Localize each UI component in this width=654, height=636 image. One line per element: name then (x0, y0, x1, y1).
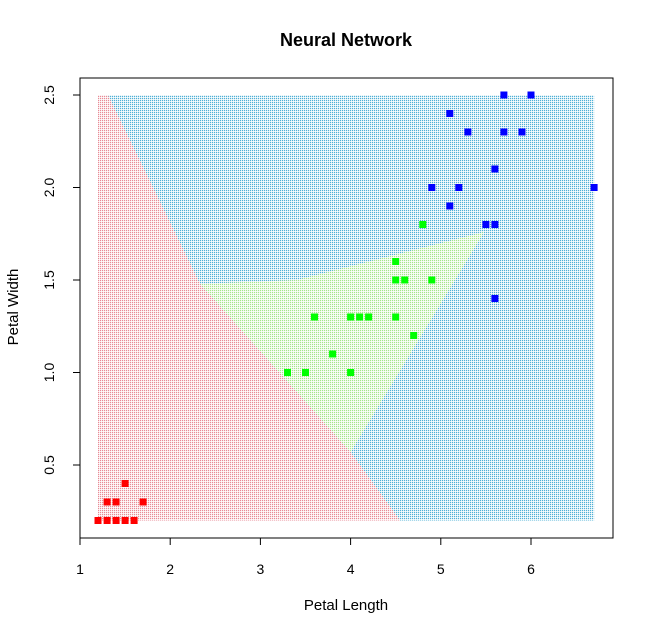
data-points (94, 91, 598, 524)
data-point-s1-11 (401, 276, 409, 284)
x-tick-label-3: 4 (347, 561, 355, 577)
data-point-s1-6 (356, 313, 364, 321)
y-tick-label-0: 0.5 (41, 455, 57, 475)
data-point-s2-3 (446, 202, 454, 210)
x-tick-label-0: 1 (76, 561, 84, 577)
x-tick-label-2: 3 (257, 561, 265, 577)
data-point-s1-7 (365, 313, 373, 321)
data-point-s1-8 (392, 313, 400, 321)
y-tick-label-3: 2.0 (41, 178, 57, 198)
data-point-s2-11 (446, 110, 454, 117)
y-tick-label-2: 1.5 (41, 270, 57, 290)
x-axis-label: Petal Length (304, 597, 388, 614)
data-point-s2-7 (491, 165, 499, 173)
y-axis: 0.5 1.0 1.5 2.0 2.5 (41, 85, 81, 475)
data-point-s1-3 (329, 350, 337, 358)
data-point-s1-0 (284, 369, 291, 376)
data-point-s1-4 (311, 313, 318, 321)
data-point-s2-4 (428, 184, 436, 191)
x-tick-label-5: 6 (527, 561, 535, 577)
data-point-s2-2 (491, 221, 499, 228)
data-point-s2-10 (518, 128, 526, 136)
y-axis-label: Petal Width (5, 269, 22, 346)
data-point-s2-1 (482, 221, 490, 228)
y-tick-label-1: 1.0 (41, 363, 57, 383)
data-point-s0-0 (94, 517, 102, 524)
data-point-s1-9 (410, 332, 418, 339)
data-point-s1-14 (419, 221, 427, 228)
data-point-s1-5 (347, 313, 355, 321)
y-tick-label-4: 2.5 (41, 85, 57, 105)
data-point-s2-0 (491, 295, 499, 302)
setosa-region (98, 95, 401, 521)
x-axis: 1 2 3 4 5 6 (76, 537, 535, 577)
data-point-s0-8 (121, 480, 129, 487)
data-point-s0-6 (112, 498, 120, 506)
data-point-s0-2 (112, 517, 120, 524)
data-point-s2-9 (500, 128, 508, 136)
decision-regions (98, 95, 595, 521)
data-point-s0-4 (130, 517, 138, 524)
data-point-s2-13 (527, 91, 535, 99)
data-point-s2-8 (464, 128, 472, 136)
data-point-s1-10 (392, 276, 400, 284)
data-point-s2-12 (500, 91, 508, 99)
data-point-s1-12 (428, 276, 436, 284)
x-tick-label-4: 5 (437, 561, 445, 577)
versicolor-region (200, 231, 485, 453)
data-point-s0-1 (103, 517, 111, 524)
data-point-s1-1 (302, 369, 309, 376)
data-point-s0-7 (139, 498, 147, 506)
data-point-s2-6 (590, 184, 598, 191)
chart-title: Neural Network (280, 30, 413, 50)
data-point-s1-13 (392, 258, 400, 265)
data-point-s1-2 (347, 369, 355, 376)
data-point-s2-5 (455, 184, 463, 191)
data-point-s0-5 (103, 498, 111, 506)
data-point-s0-3 (121, 517, 129, 524)
x-tick-label-1: 2 (166, 561, 174, 577)
